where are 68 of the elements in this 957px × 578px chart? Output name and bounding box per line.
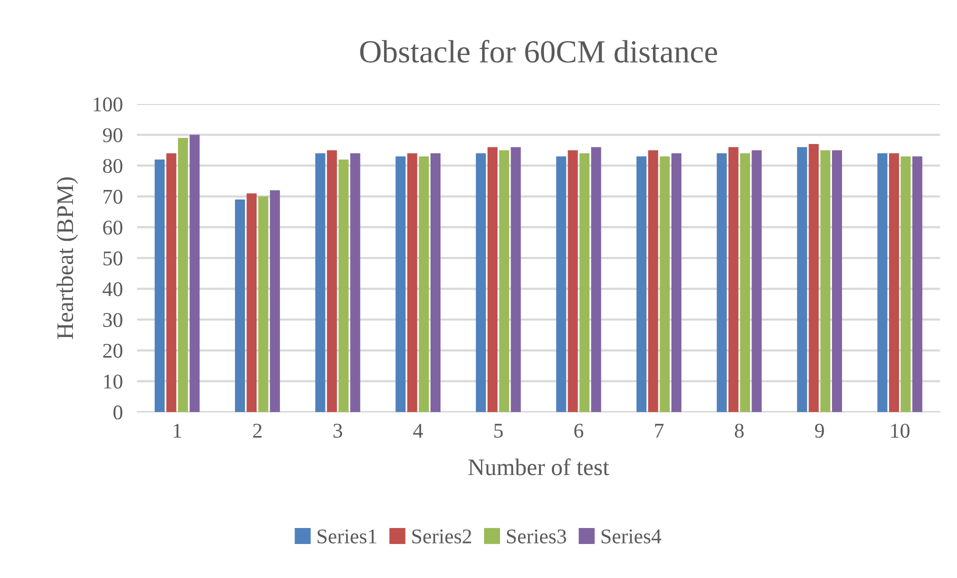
chart-title: Obstacle for 60CM distance: [360, 40, 718, 63]
legend-label: Series3: [506, 529, 566, 544]
bar: [636, 156, 646, 412]
bar: [499, 150, 510, 412]
bar: [234, 199, 245, 412]
bar: [338, 159, 349, 412]
x-tick-label: 2: [253, 424, 262, 438]
bar: [591, 147, 602, 412]
bar: [660, 156, 670, 412]
bar: [579, 153, 590, 412]
legend-label: Series2: [412, 529, 472, 544]
y-tick-label: 100: [94, 97, 122, 112]
bar: [430, 153, 441, 412]
x-tick-label: 4: [413, 424, 423, 438]
bar: [166, 153, 176, 412]
bar: [832, 150, 842, 412]
bar: [900, 156, 911, 412]
y-tick-label: 30: [103, 312, 122, 328]
bar: [877, 153, 888, 412]
y-tick-label: 80: [103, 158, 122, 174]
bar: [820, 150, 830, 412]
bar: [740, 153, 750, 412]
y-tick-label: 20: [103, 344, 122, 358]
bar: [912, 156, 922, 412]
legend-label: Series1: [318, 529, 376, 544]
bar: [728, 147, 738, 412]
y-tick-label: 50: [103, 251, 122, 266]
bar: [648, 150, 658, 412]
bar: [258, 196, 268, 412]
bar: [752, 150, 762, 412]
x-tick-label: 3: [334, 424, 342, 438]
bar: [510, 147, 521, 412]
x-tick-label: 10: [891, 424, 910, 438]
bar: [315, 153, 326, 412]
bar: [178, 138, 188, 412]
bar: [418, 156, 429, 412]
bar: [326, 150, 337, 412]
x-tick-label: 7: [655, 424, 664, 438]
y-tick-label: 0: [113, 405, 122, 420]
bar: [488, 147, 498, 412]
bar: [889, 153, 900, 412]
y-tick-label: 40: [102, 282, 122, 296]
x-tick-label: 6: [574, 424, 584, 438]
bar: [270, 190, 280, 412]
bar: [407, 153, 418, 412]
bar: [190, 134, 200, 412]
bar: [716, 153, 727, 412]
bar: [808, 144, 819, 412]
y-tick-label: 10: [104, 374, 122, 389]
bar: [556, 156, 566, 412]
x-tick-label: 8: [734, 424, 744, 438]
bar: [246, 193, 257, 412]
bar: [797, 147, 808, 412]
legend-label: Series4: [602, 529, 662, 544]
bar: [154, 159, 165, 412]
x-tick-label: 1: [174, 424, 182, 438]
y-axis-title: Heartbeat (BPM): [56, 177, 78, 339]
x-tick-label: 5: [494, 424, 503, 438]
bar: [350, 153, 360, 412]
bar: [396, 156, 406, 412]
bar: [671, 153, 682, 412]
y-tick-label: 60: [103, 220, 122, 235]
x-tick-label: 9: [815, 424, 824, 438]
y-tick-label: 70: [104, 190, 122, 204]
bar: [568, 150, 578, 412]
bar: [476, 153, 486, 412]
x-axis-title: Number of test: [468, 458, 610, 476]
y-tick-label: 90: [102, 128, 122, 142]
